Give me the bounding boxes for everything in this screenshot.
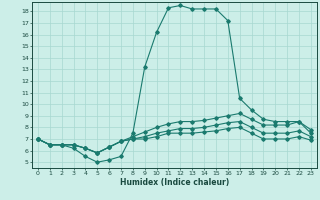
X-axis label: Humidex (Indice chaleur): Humidex (Indice chaleur) <box>120 178 229 187</box>
